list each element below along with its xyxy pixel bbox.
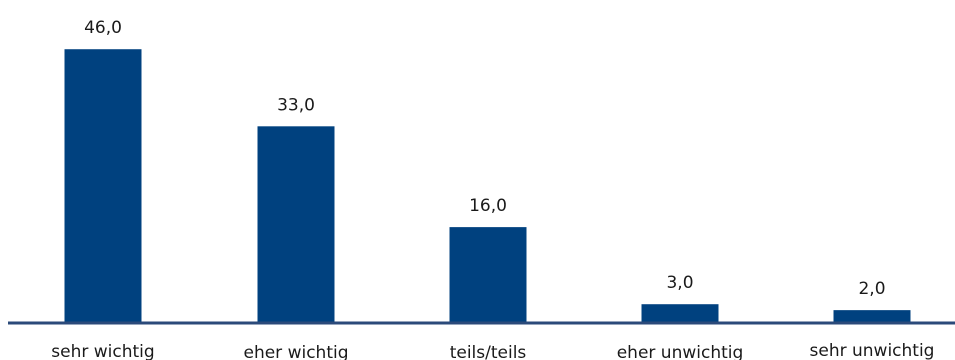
value-label-3: 16,0: [469, 196, 507, 216]
value-label-5: 2,0: [858, 279, 885, 299]
category-labels-group: sehr wichtig eher wichtig teils/teils eher …: [51, 341, 934, 360]
category-label-1: sehr wichtig: [51, 342, 154, 360]
category-label-5: sehr unwichtig: [810, 341, 935, 360]
value-label-2: 33,0: [277, 95, 315, 115]
bar-4: [641, 304, 719, 322]
bars-group: [64, 49, 911, 322]
bar-1: [64, 49, 142, 322]
value-labels-group: 46,0 33,0 16,0 3,0 2,0: [84, 18, 885, 299]
bar-5: [833, 310, 911, 322]
category-label-3: teils/teils: [450, 343, 527, 360]
category-label-2: eher wichtig: [243, 343, 348, 360]
category-label-4: eher unwichtig: [617, 343, 744, 360]
value-label-4: 3,0: [666, 273, 693, 293]
bar-2: [257, 126, 335, 322]
bar-3: [449, 227, 527, 322]
value-label-1: 46,0: [84, 18, 122, 38]
